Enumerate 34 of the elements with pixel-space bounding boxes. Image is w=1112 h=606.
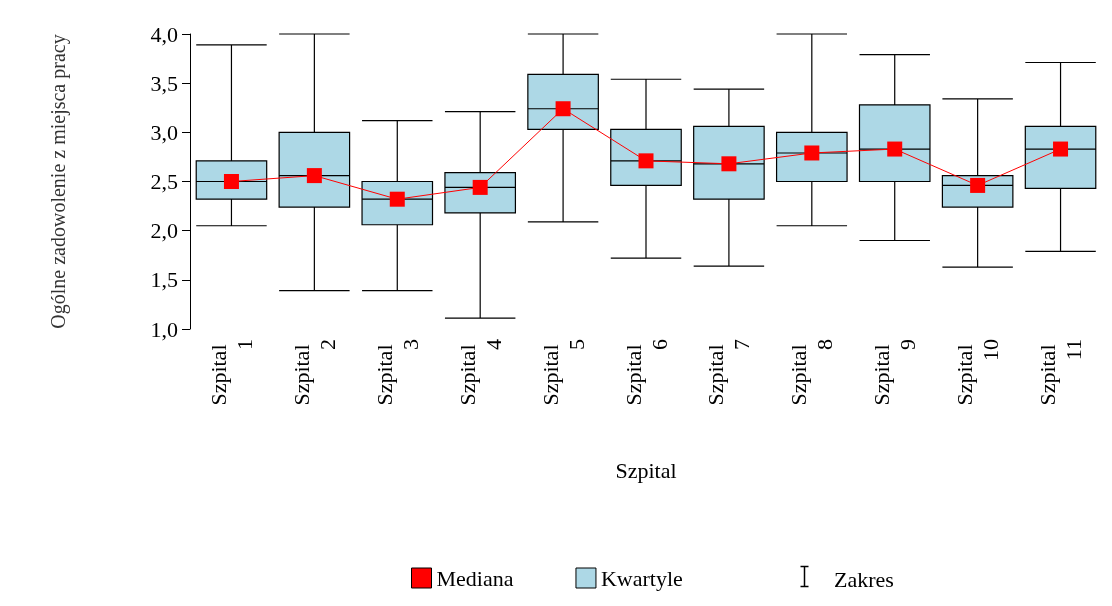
point	[721, 156, 737, 172]
y-tick-label: 3,5	[150, 70, 178, 96]
x-tick-label: Szpital 8	[786, 339, 838, 406]
y-tick-label: 2,5	[150, 169, 178, 194]
x-tick-label: Szpital 11	[1035, 339, 1087, 406]
y-tick-label: 3,0	[150, 119, 178, 145]
legend-label: Mediana	[436, 565, 514, 591]
x-tick-label: Szpital 3	[371, 339, 423, 406]
x-tick-label: Szpital 2	[288, 339, 340, 406]
text: Zakres	[834, 566, 894, 592]
x-tick-label: Szpital 1	[205, 339, 257, 406]
y-tick-label: 2,0	[150, 218, 178, 244]
legend-label: Kwartyle	[600, 565, 683, 591]
point	[555, 101, 571, 117]
y-tick-label: 1,5	[150, 267, 178, 293]
point	[472, 179, 488, 195]
point	[1053, 141, 1069, 157]
point	[887, 141, 903, 157]
point	[970, 177, 986, 193]
y-tick-label: 1,0	[150, 316, 178, 342]
x-tick-label: Szpital 4	[454, 339, 506, 406]
y-axis-title: Ogólne zadowolenie z miejsca pracy	[47, 34, 70, 329]
point	[389, 191, 405, 207]
point	[223, 174, 239, 189]
x-tick-label: Szpital 9	[869, 339, 921, 406]
x-tick-label: Szpital 6	[620, 339, 672, 406]
point	[638, 153, 654, 169]
point	[804, 145, 820, 161]
x-tick-label: Szpital 7	[703, 339, 755, 406]
y-tick-label: 4,0	[150, 21, 178, 47]
x-tick-label: Szpital 5	[537, 339, 589, 406]
x-axis-title: Szpital	[615, 457, 677, 483]
x-tick-label: Szpital 10	[952, 339, 1004, 406]
point	[306, 168, 322, 184]
